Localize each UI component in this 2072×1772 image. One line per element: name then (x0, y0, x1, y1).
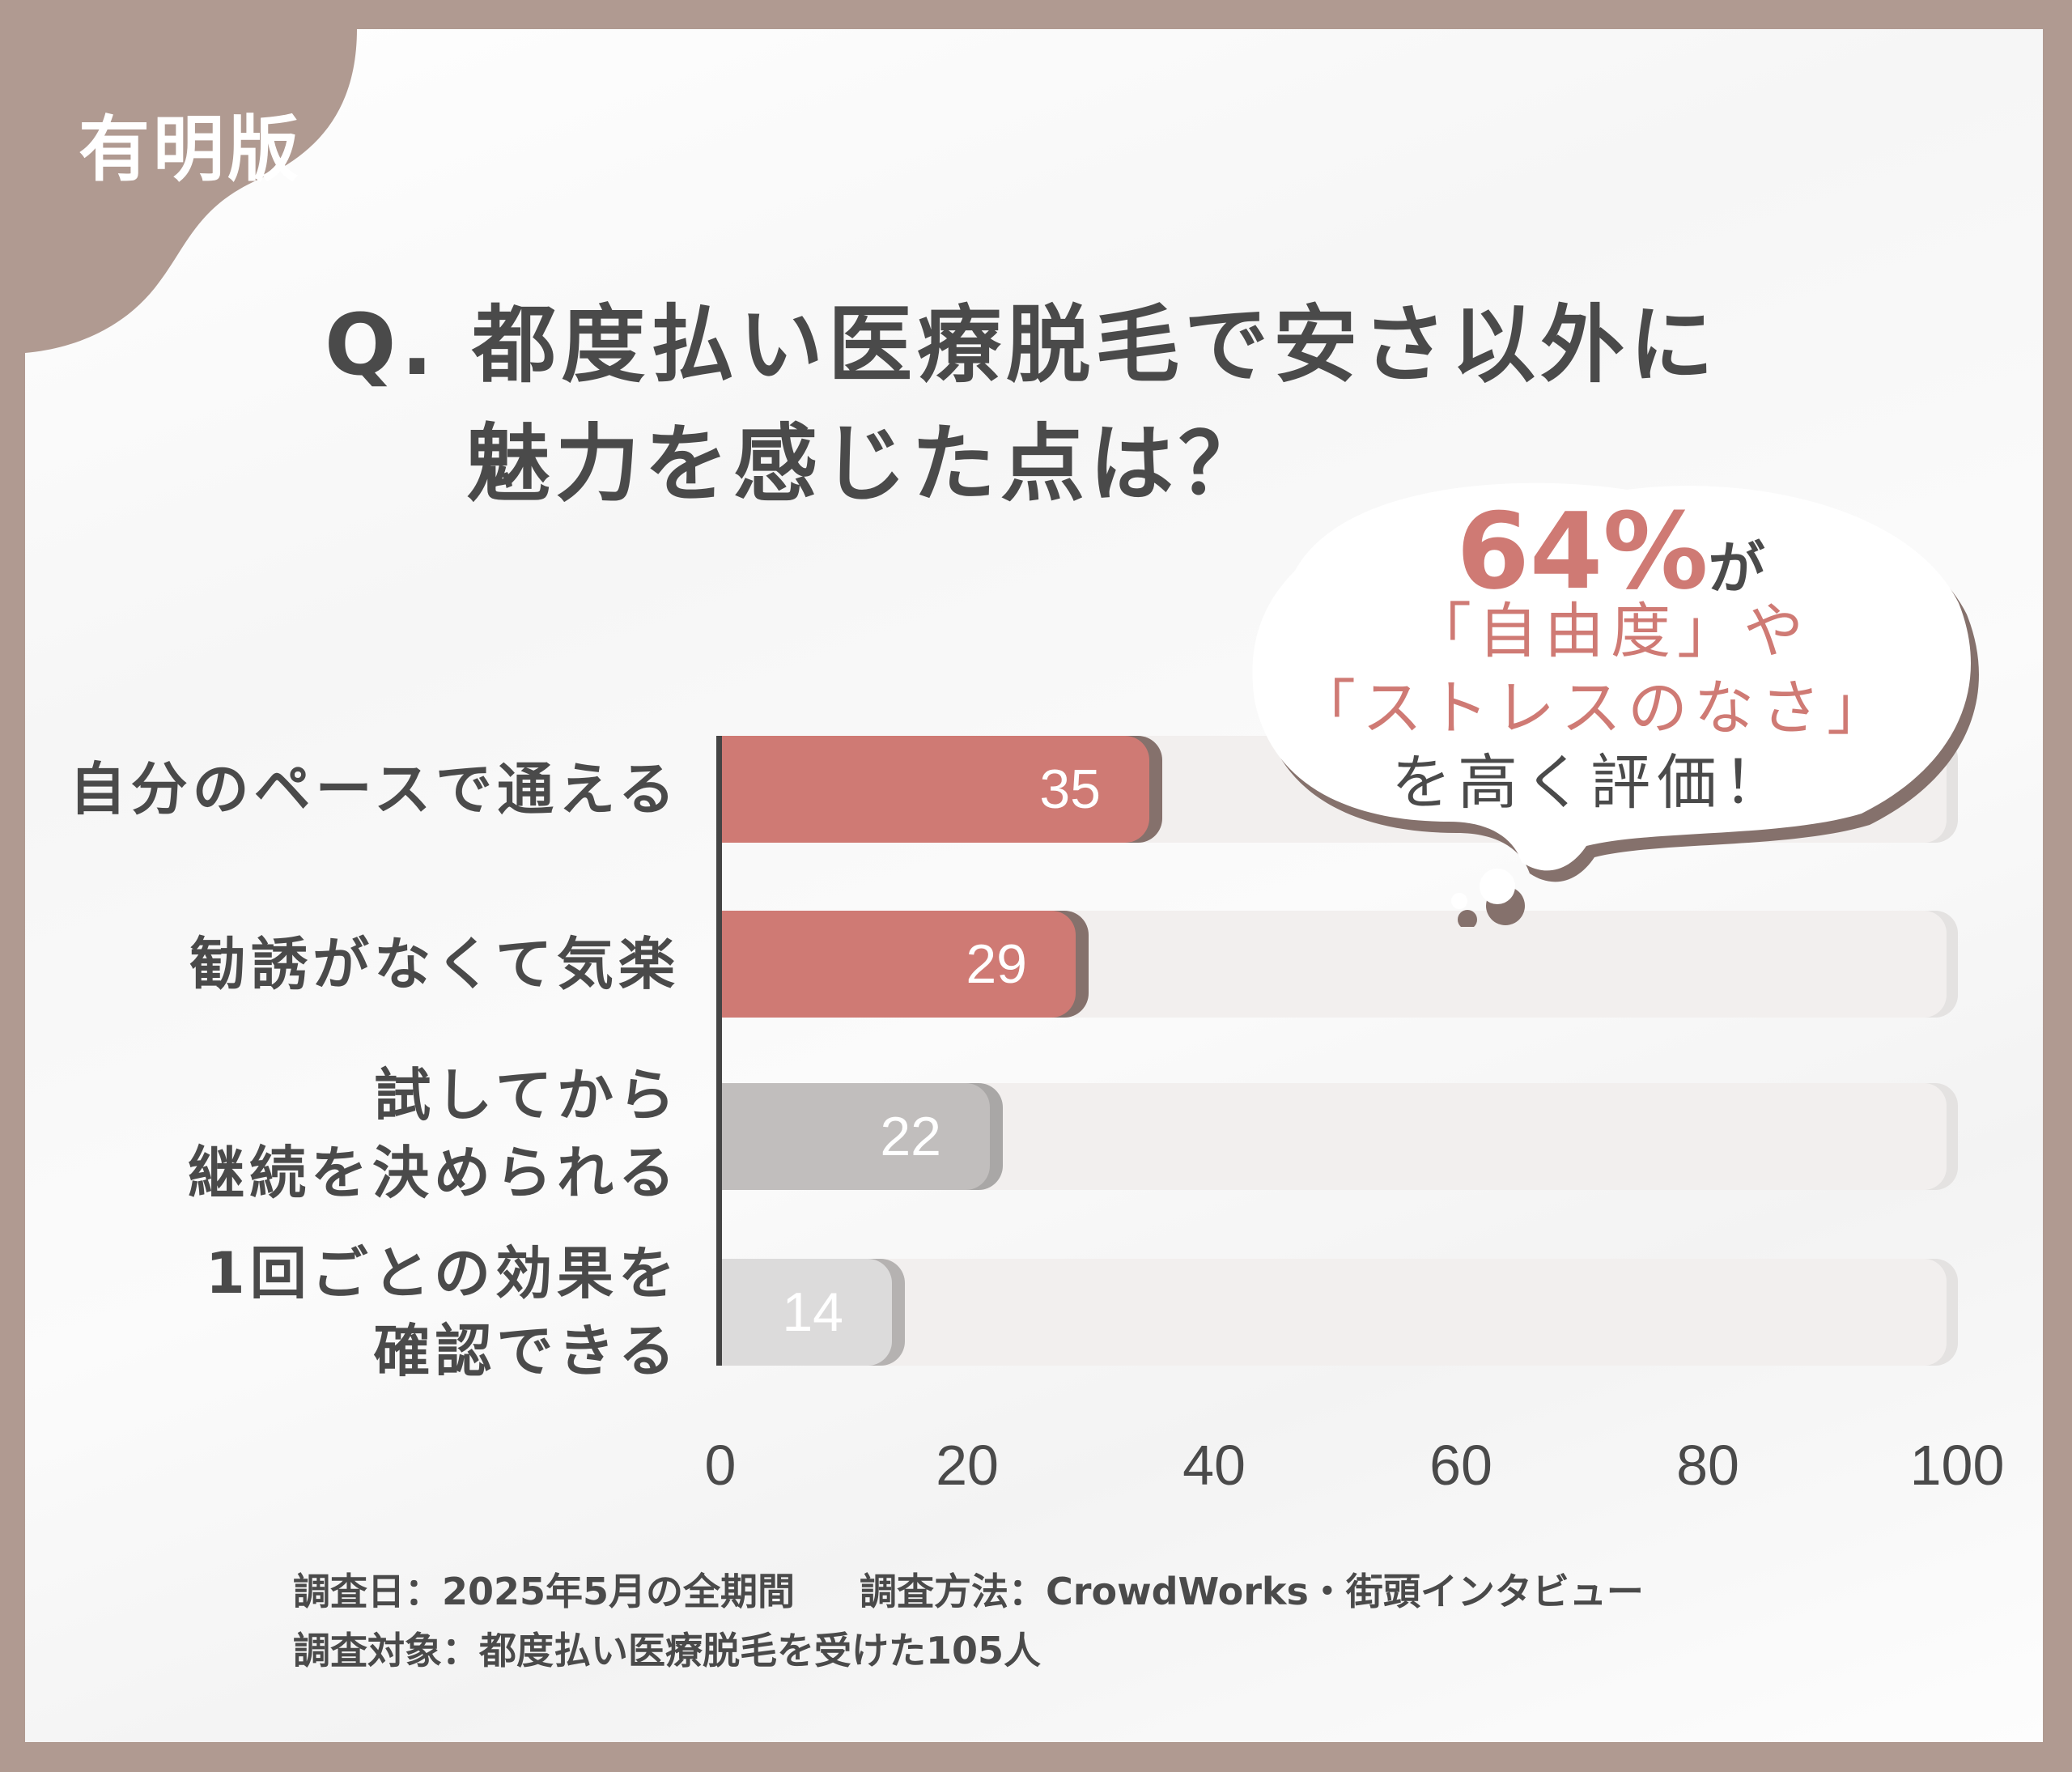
category-label-3: 試してから 継続を決められる (188, 1062, 680, 1206)
callout-line3: 「ストレスのなさ」 (1296, 674, 1893, 743)
x-tick-80: 80 (1676, 1434, 1739, 1497)
footnote-row-1: 調査日：2025年5月の全期間 調査方法：CrowdWorks・街頭インタビュー (293, 1562, 1644, 1616)
bar-check-each-session: 14 (720, 1259, 892, 1366)
callout-bubble (1252, 482, 1979, 927)
footnote-method: 調査方法：CrowdWorks・街頭インタビュー (860, 1570, 1644, 1613)
category-label-1: 自分のペースで通える (69, 756, 680, 822)
x-tick-0: 0 (704, 1434, 737, 1497)
footnote-row-2: 調査対象：都度払い医療脱毛を受けた105人 (293, 1621, 1041, 1675)
callout-percent: 64% (1456, 490, 1709, 613)
corner-blob-decoration (25, 29, 357, 353)
y-axis-line (716, 736, 722, 1366)
bar-value: 35 (1039, 759, 1101, 820)
callout-line2: 「自由度」や (1412, 597, 1810, 666)
bar-value: 14 (782, 1281, 843, 1343)
category-label-2: 勧誘がなくて気楽 (189, 931, 680, 997)
x-tick-20: 20 (936, 1434, 999, 1497)
footnote-date: 調査日：2025年5月の全期間 (293, 1570, 796, 1613)
question-title-line1: Q. 都度払い医療脱毛で安さ以外に (325, 295, 1719, 394)
bar-track-4 (720, 1259, 1947, 1366)
callout-particle: が (1708, 535, 1765, 601)
bar-own-pace: 35 (720, 736, 1149, 843)
x-tick-60: 60 (1429, 1434, 1492, 1497)
brand-label: 有明版 (79, 108, 303, 191)
x-tick-40: 40 (1182, 1434, 1246, 1497)
infographic-card: 有明版 Q. 都度払い医療脱毛で安さ以外に 魅力を感じた点は？ (25, 29, 2043, 1742)
question-title-line2: 魅力を感じた点は？ (466, 414, 1268, 513)
footnote-target: 調査対象：都度払い医療脱毛を受けた105人 (293, 1629, 1042, 1672)
bar-try-before-continue: 22 (720, 1083, 990, 1190)
callout-line4: を高く評価！ (1391, 748, 1790, 818)
category-label-4: 1回ごとの効果を 確認できる (205, 1240, 680, 1384)
bar-value: 22 (880, 1106, 941, 1167)
bar-no-solicitation: 29 (720, 911, 1076, 1018)
bar-value: 29 (966, 933, 1027, 995)
x-tick-100: 100 (1909, 1434, 2005, 1497)
